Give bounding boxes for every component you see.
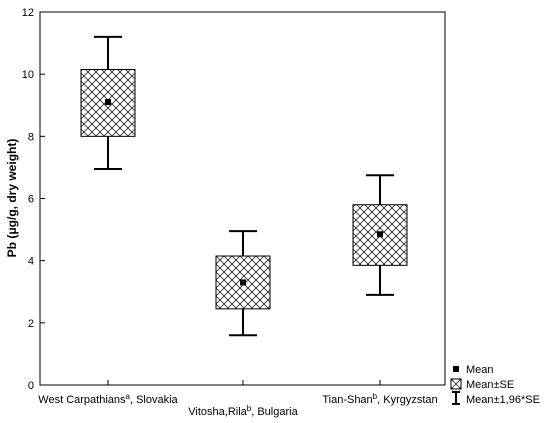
legend-ci-label: Mean±1,96*SE (466, 394, 540, 406)
y-tick-label: 2 (28, 318, 34, 330)
x-tick-label: West Carpathiansa, Slovakia (38, 392, 178, 406)
y-tick-label: 10 (22, 69, 34, 81)
mean-marker (240, 279, 246, 286)
box-group (352, 174, 408, 296)
legend-ci-whisker (452, 391, 460, 405)
mean-marker (105, 99, 111, 106)
y-axis: 0 2 4 6 8 10 12 (22, 7, 45, 392)
box-series (80, 35, 408, 337)
mean-marker (377, 231, 383, 238)
y-tick-label: 6 (28, 194, 34, 206)
box-group (80, 35, 136, 170)
y-tick-label: 4 (28, 256, 34, 268)
x-axis: West Carpathiansa, Slovakia Vitosha,Rilab… (38, 380, 438, 418)
x-tick-label: Tian-Shanb, Kyrgyzstan (322, 392, 437, 406)
y-tick-label: 0 (28, 380, 34, 392)
legend-se-swatch (450, 378, 462, 390)
y-axis-label: Pb (μg/g, dry weight) (5, 139, 19, 258)
y-tick-label: 8 (28, 131, 34, 143)
y-tick-label: 12 (22, 7, 34, 19)
legend-se-label: Mean±SE (466, 379, 514, 391)
legend-mean-marker (453, 366, 459, 372)
legend: Mean Mean±SE Mean±1,96*SE (450, 364, 540, 406)
legend-mean-label: Mean (466, 364, 494, 376)
box-group (215, 230, 271, 337)
x-tick-label: Vitosha,Rilab, Bulgaria (188, 404, 298, 418)
